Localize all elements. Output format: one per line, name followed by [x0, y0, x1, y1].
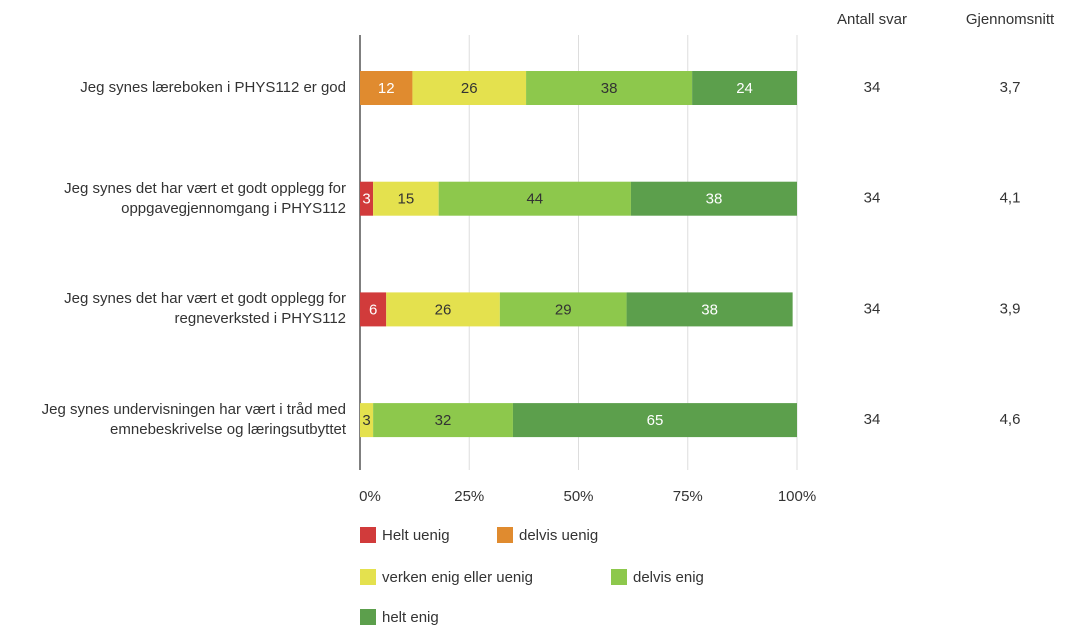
bar-segment: [626, 292, 793, 327]
data-label: 26: [461, 80, 478, 97]
legend-swatch: [360, 527, 376, 543]
data-label: 26: [435, 301, 452, 318]
bar-segment: [438, 181, 631, 216]
legend-label: delvis uenig: [519, 527, 598, 544]
legend-label: verken enig eller uenig: [382, 569, 533, 586]
bar-segment: [360, 292, 387, 327]
category-label: Jeg synes læreboken i PHYS112 er god: [80, 79, 346, 96]
column-value: 4,1: [1000, 190, 1021, 207]
x-tick-label: 100%: [778, 488, 816, 505]
data-label: 6: [369, 301, 377, 318]
legend-swatch: [497, 527, 513, 543]
bar-segment: [692, 71, 797, 105]
bar-segment: [412, 71, 527, 105]
bar-segment: [360, 403, 374, 438]
category-label: Jeg synes det har vært et godt opplegg f…: [64, 290, 346, 328]
data-label: 12: [378, 80, 395, 97]
bar-segment: [526, 71, 693, 105]
legend-label: Helt uenig: [382, 527, 450, 544]
x-tick-label: 25%: [454, 488, 484, 505]
data-label: 38: [706, 191, 723, 208]
bar-segment: [499, 292, 627, 327]
data-label: 38: [701, 301, 718, 318]
legend-swatch: [360, 609, 376, 625]
legend-swatch: [360, 569, 376, 585]
legend-label: helt enig: [382, 609, 439, 626]
legend-label: delvis enig: [633, 569, 704, 586]
column-value: 34: [864, 79, 881, 96]
bar-segment: [512, 403, 797, 438]
bar-segment: [630, 181, 797, 216]
column-value: 4,6: [1000, 411, 1021, 428]
category-label: Jeg synes det har vært et godt opplegg f…: [64, 179, 346, 217]
column-header: Antall svar: [837, 11, 907, 28]
data-label: 3: [362, 191, 370, 208]
data-label: 65: [647, 412, 664, 429]
column-value: 3,9: [1000, 300, 1021, 317]
legend-swatch: [611, 569, 627, 585]
column-header: Gjennomsnitt: [966, 11, 1055, 28]
data-label: 38: [601, 80, 618, 97]
bar-segment: [373, 403, 513, 438]
x-tick-label: 50%: [563, 488, 593, 505]
data-label: 3: [362, 412, 370, 429]
column-value: 34: [864, 190, 881, 207]
column-value: 3,7: [1000, 79, 1021, 96]
bar-segment: [373, 181, 439, 216]
x-tick-label: 75%: [673, 488, 703, 505]
x-tick-label: 0%: [359, 488, 381, 505]
data-label: 15: [398, 191, 415, 208]
bar-segment: [360, 181, 374, 216]
data-label: 44: [526, 191, 543, 208]
bar-segment: [360, 71, 413, 105]
data-label: 32: [435, 412, 452, 429]
data-label: 24: [736, 80, 753, 97]
bar-segment: [386, 292, 500, 327]
data-label: 29: [555, 301, 572, 318]
column-value: 34: [864, 300, 881, 317]
column-value: 34: [864, 411, 881, 428]
category-label: Jeg synes undervisningen har vært i tråd…: [41, 401, 346, 439]
